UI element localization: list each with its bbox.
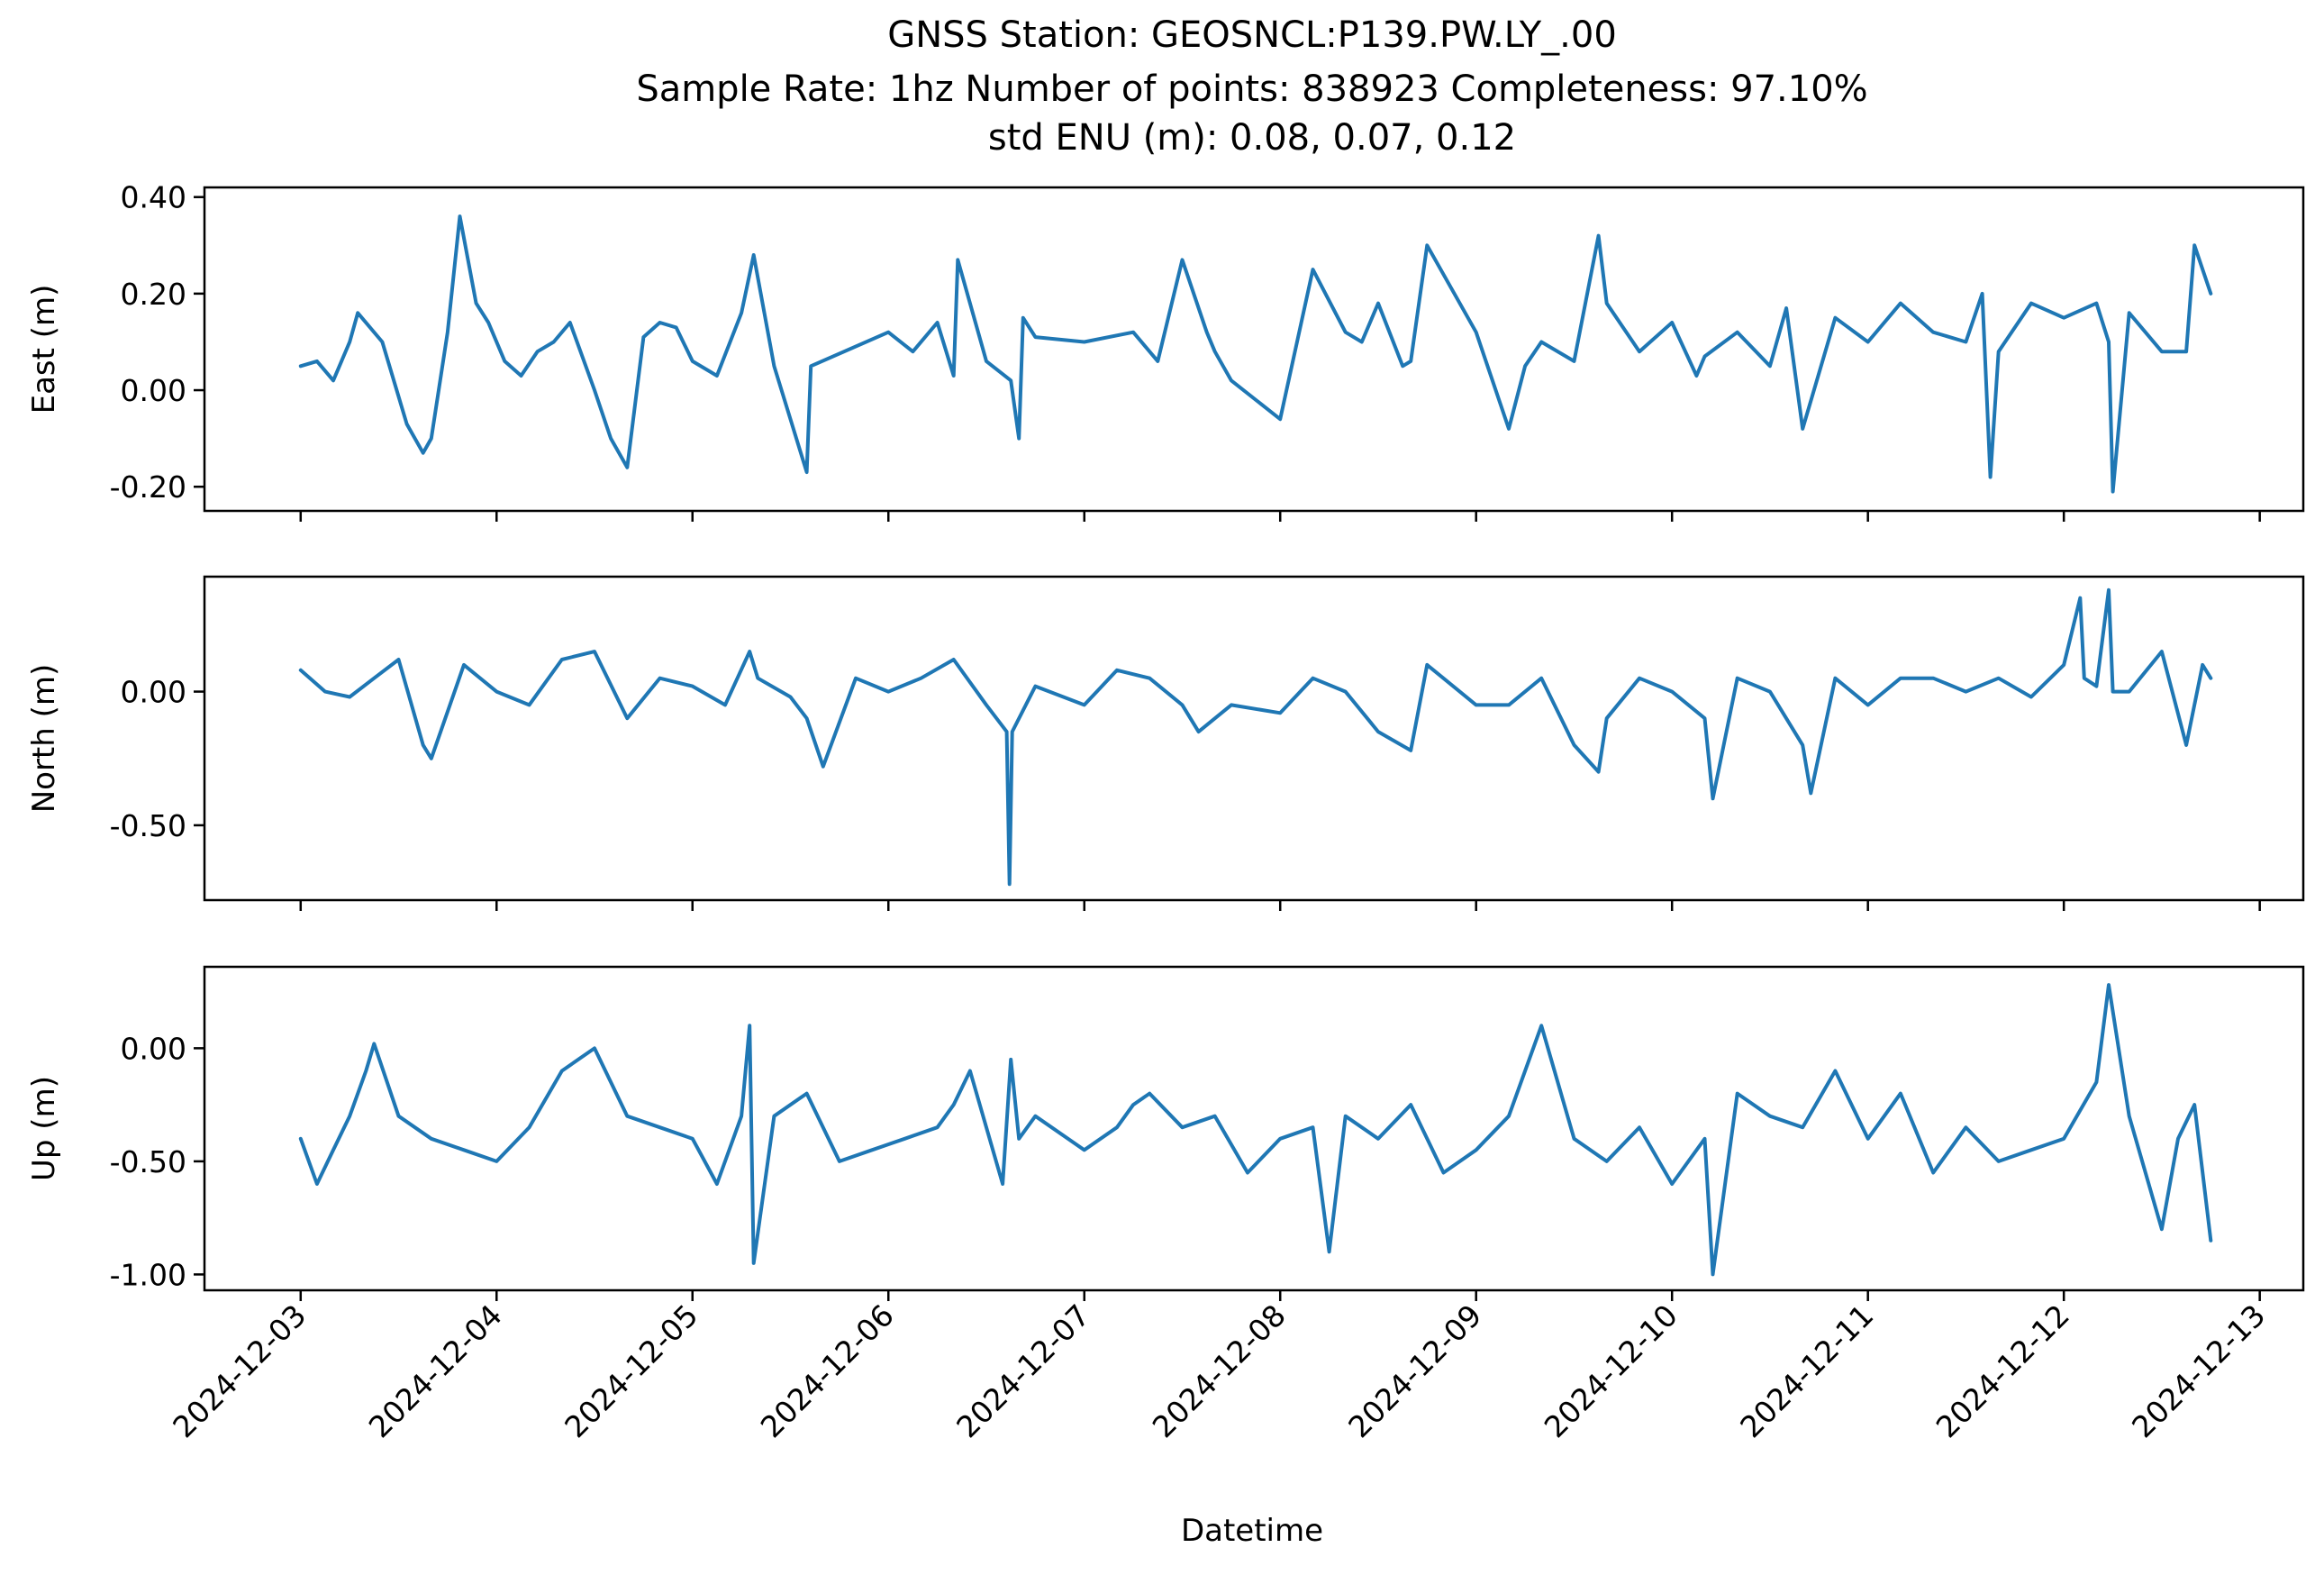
panel-north-ytick-label-1: 0.00 bbox=[121, 675, 186, 710]
panel-east-series-line-0 bbox=[298, 214, 2213, 494]
panel-north-ylabel: North (m) bbox=[26, 664, 62, 814]
panel-east-ytick-label-2: 0.20 bbox=[121, 277, 186, 312]
panel-up-frame bbox=[203, 965, 2305, 1292]
title-line-1: GNSS Station: GEOSNCL:P139.PW.LY_.00 bbox=[887, 14, 1617, 56]
panel-north-grid-ticks: -0.50 0.00 bbox=[110, 675, 2261, 911]
panel-east-grid-ticks: -0.20 0.00 0.20 0.40 bbox=[110, 180, 2261, 522]
title-line-3: std ENU (m): 0.08, 0.07, 0.12 bbox=[988, 117, 1516, 159]
panel-north-frame bbox=[203, 575, 2305, 902]
panel-north: -0.50 0.00 North (m) bbox=[26, 575, 2305, 911]
panel-up-series bbox=[298, 983, 2213, 1277]
panel-north-ytick-label-0: -0.50 bbox=[110, 808, 186, 843]
panel-east: -0.20 0.00 0.20 0.40 East (m) bbox=[26, 180, 2305, 522]
panel-up-ytick-label-2: 0.00 bbox=[121, 1031, 186, 1066]
chart-title: GNSS Station: GEOSNCL:P139.PW.LY_.00 Sam… bbox=[636, 14, 1867, 159]
panel-north-series-line-0 bbox=[298, 587, 2213, 887]
panel-east-ylabel: East (m) bbox=[26, 285, 62, 414]
panel-east-ytick-label-3: 0.40 bbox=[121, 180, 186, 215]
panel-east-ytick-label-1: 0.00 bbox=[121, 373, 186, 408]
panel-up-ytick-label-0: -1.00 bbox=[110, 1257, 186, 1292]
panel-east-ytick-label-0: -0.20 bbox=[110, 469, 186, 505]
title-line-2: Sample Rate: 1hz Number of points: 83892… bbox=[636, 68, 1867, 110]
panel-east-frame bbox=[203, 186, 2305, 513]
panel-up-series-line-0 bbox=[298, 983, 2213, 1277]
panel-east-series bbox=[298, 214, 2213, 494]
x-axis-label: Datetime bbox=[1181, 1513, 1323, 1549]
panel-up-ylabel: Up (m) bbox=[26, 1076, 62, 1181]
panel-up-ytick-label-1: -0.50 bbox=[110, 1144, 186, 1179]
panel-north-series bbox=[298, 587, 2213, 887]
